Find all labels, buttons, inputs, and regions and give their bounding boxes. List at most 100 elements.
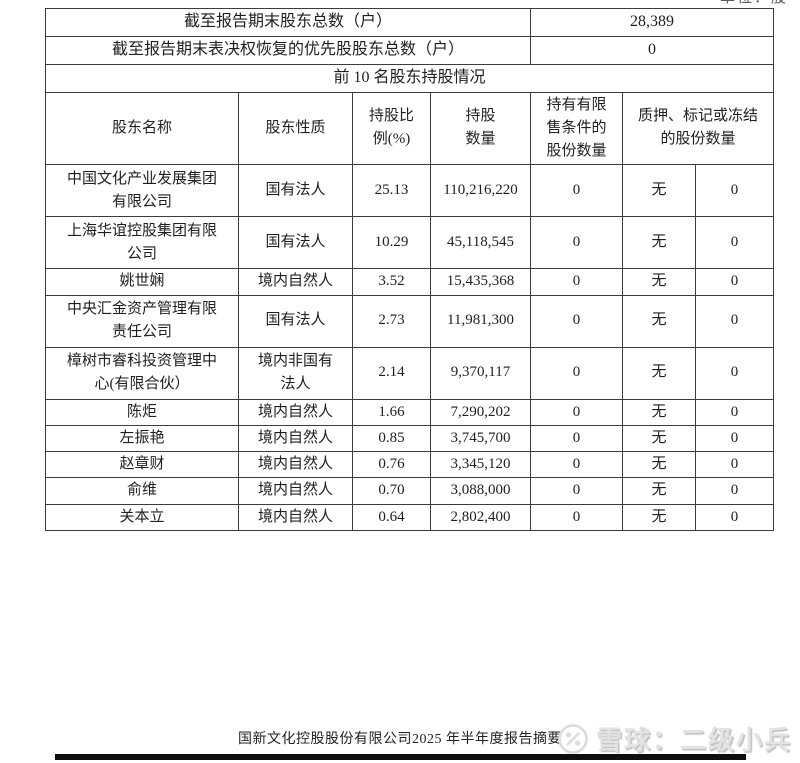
cell-ratio: 0.85 xyxy=(352,424,431,453)
cell-restricted: 0 xyxy=(530,451,624,479)
cell-name: 赵章财 xyxy=(45,451,239,479)
cell-restricted: 0 xyxy=(530,503,624,531)
cell-name: 樟树市睿科投资管理中 心(有限合伙） xyxy=(45,346,239,400)
cell-nature: 国有法人 xyxy=(238,294,353,348)
cell-nature: 境内自然人 xyxy=(238,268,353,296)
table-row: 关本立 境内自然人 0.64 2,802,400 0 无 0 xyxy=(45,503,775,531)
cell-name: 姚世娴 xyxy=(45,268,239,296)
cell-ratio: 3.52 xyxy=(352,268,431,296)
cell-ratio: 2.73 xyxy=(352,294,431,348)
table-row: 陈炬 境内自然人 1.66 7,290,202 0 无 0 xyxy=(45,398,775,426)
cell-ratio: 0.64 xyxy=(352,503,431,531)
summary-value: 28,389 xyxy=(530,8,775,37)
shareholder-rows: 中国文化产业发展集团 有限公司 国有法人 25.13 110,216,220 0 无 0 上海… xyxy=(45,164,775,531)
cell-pledge_amount: 0 xyxy=(695,424,775,453)
cell-pledge_amount: 0 xyxy=(695,294,775,348)
cell-pledge_amount: 0 xyxy=(695,216,775,270)
cell-name: 中央汇金资产管理有限 责任公司 xyxy=(45,294,239,348)
cell-nature: 境内自然人 xyxy=(238,424,353,453)
cell-nature: 国有法人 xyxy=(238,164,353,218)
table-row: 中央汇金资产管理有限 责任公司 国有法人 2.73 11,981,300 0 无 0 xyxy=(45,294,775,348)
cell-nature: 国有法人 xyxy=(238,216,353,270)
table-row: 上海华谊控股集团有限 公司 国有法人 10.29 45,118,545 0 无 0 xyxy=(45,216,775,270)
col-header-shares: 持股 数量 xyxy=(429,91,532,166)
cell-pledge_status: 无 xyxy=(622,268,697,296)
summary-label: 截至报告期末股东总数（户） xyxy=(44,8,532,37)
section-title-row: 前 10 名股东持股情况 xyxy=(44,63,775,93)
summary-value: 0 xyxy=(530,36,775,65)
cell-name: 中国文化产业发展集团 有限公司 xyxy=(45,164,239,218)
cell-name: 左振艳 xyxy=(45,424,239,453)
cell-nature: 境内自然人 xyxy=(238,451,353,479)
cell-shares: 11,981,300 xyxy=(429,294,532,348)
unit-label-clipped: 单位：股 xyxy=(678,0,788,5)
cell-pledge_amount: 0 xyxy=(695,164,775,218)
cell-ratio: 0.70 xyxy=(352,477,431,505)
cell-shares: 3,088,000 xyxy=(429,477,532,505)
cell-shares: 3,345,120 xyxy=(429,451,532,479)
summary-row-preferred-holders: 截至报告期末表决权恢复的优先股股东总数（户） 0 xyxy=(44,36,775,65)
cell-pledge_status: 无 xyxy=(622,346,697,400)
cell-shares: 15,435,368 xyxy=(429,268,532,296)
cell-ratio: 25.13 xyxy=(352,164,431,218)
cell-restricted: 0 xyxy=(530,294,624,348)
section-title: 前 10 名股东持股情况 xyxy=(44,63,775,93)
cell-restricted: 0 xyxy=(530,164,624,218)
table-header-row: 股东名称 股东性质 持股比 例(%) 持股 数量 持有有限 售条件的 股份数量 … xyxy=(45,91,775,166)
table-row: 姚世娴 境内自然人 3.52 15,435,368 0 无 0 xyxy=(45,268,775,296)
cell-ratio: 10.29 xyxy=(352,216,431,270)
table-row: 俞维 境内自然人 0.70 3,088,000 0 无 0 xyxy=(45,477,775,505)
cell-restricted: 0 xyxy=(530,424,624,453)
table-row: 左振艳 境内自然人 0.85 3,745,700 0 无 0 xyxy=(45,424,775,453)
cell-pledge_status: 无 xyxy=(622,477,697,505)
col-header-name: 股东名称 xyxy=(45,91,239,166)
cell-pledge_status: 无 xyxy=(622,398,697,426)
cell-shares: 7,290,202 xyxy=(429,398,532,426)
cell-nature: 境内非国有 法人 xyxy=(238,346,353,400)
col-header-nature: 股东性质 xyxy=(238,91,353,166)
cell-restricted: 0 xyxy=(530,346,624,400)
table-row: 樟树市睿科投资管理中 心(有限合伙） 境内非国有 法人 2.14 9,370,117 0… xyxy=(45,346,775,400)
col-header-restricted: 持有有限 售条件的 股份数量 xyxy=(530,91,624,166)
cell-pledge_amount: 0 xyxy=(695,451,775,479)
cell-name: 上海华谊控股集团有限 公司 xyxy=(45,216,239,270)
cell-restricted: 0 xyxy=(530,477,624,505)
cell-nature: 境内自然人 xyxy=(238,477,353,505)
cell-pledge_status: 无 xyxy=(622,216,697,270)
col-header-ratio: 持股比 例(%) xyxy=(352,91,431,166)
col-header-pledge: 质押、标记或冻结 的股份数量 xyxy=(622,91,775,166)
cell-pledge_status: 无 xyxy=(622,503,697,531)
table-row: 中国文化产业发展集团 有限公司 国有法人 25.13 110,216,220 0 无 0 xyxy=(45,164,775,218)
cell-name: 关本立 xyxy=(45,503,239,531)
cell-shares: 3,745,700 xyxy=(429,424,532,453)
cell-pledge_status: 无 xyxy=(622,164,697,218)
table-row: 赵章财 境内自然人 0.76 3,345,120 0 无 0 xyxy=(45,451,775,479)
cell-pledge_amount: 0 xyxy=(695,503,775,531)
cell-pledge_amount: 0 xyxy=(695,346,775,400)
cell-shares: 110,216,220 xyxy=(429,164,532,218)
cell-restricted: 0 xyxy=(530,216,624,270)
cell-ratio: 1.66 xyxy=(352,398,431,426)
footer-text: 国新文化控股股份有限公司2025 年半年度报告摘要 xyxy=(238,732,562,747)
cell-ratio: 2.14 xyxy=(352,346,431,400)
cell-shares: 2,802,400 xyxy=(429,503,532,531)
cell-name: 陈炬 xyxy=(45,398,239,426)
cell-restricted: 0 xyxy=(530,398,624,426)
cell-pledge_status: 无 xyxy=(622,451,697,479)
cell-pledge_amount: 0 xyxy=(695,477,775,505)
cell-nature: 境内自然人 xyxy=(238,503,353,531)
cell-nature: 境内自然人 xyxy=(238,398,353,426)
cell-pledge_status: 无 xyxy=(622,294,697,348)
bottom-rule xyxy=(55,754,746,760)
summary-label: 截至报告期末表决权恢复的优先股股东总数（户） xyxy=(44,36,532,65)
cell-ratio: 0.76 xyxy=(352,451,431,479)
cell-pledge_amount: 0 xyxy=(695,398,775,426)
cell-restricted: 0 xyxy=(530,268,624,296)
cell-pledge_amount: 0 xyxy=(695,268,775,296)
summary-row-total-holders: 截至报告期末股东总数（户） 28,389 xyxy=(44,8,775,37)
cell-shares: 45,118,545 xyxy=(429,216,532,270)
shareholders-table: 截至报告期末股东总数（户） 28,389 截至报告期末表决权恢复的优先股股东总数… xyxy=(44,8,775,531)
unit-label: 单位：股 xyxy=(678,0,788,5)
cell-shares: 9,370,117 xyxy=(429,346,532,400)
